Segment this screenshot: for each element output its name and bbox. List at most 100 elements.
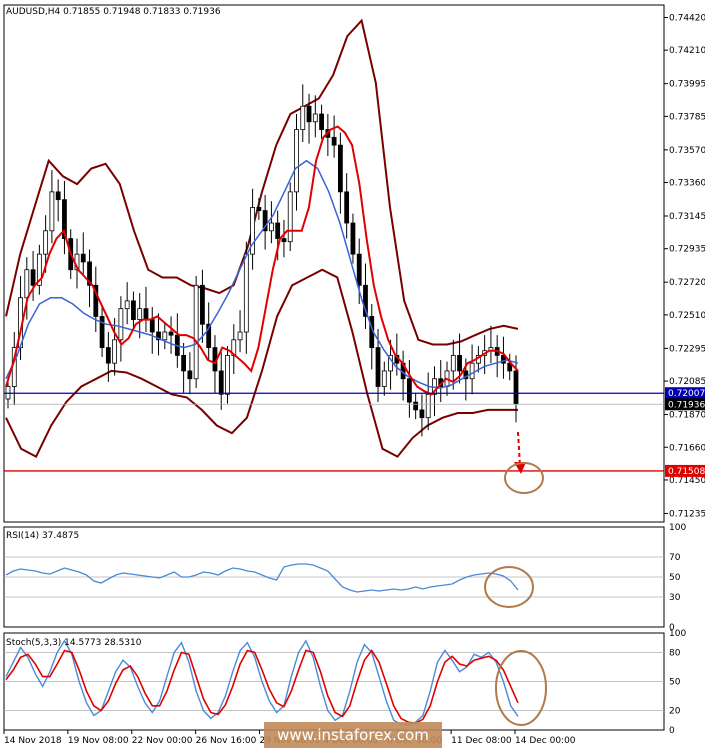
rsi-tick-label: 0	[669, 623, 675, 633]
price-tick-label: 0.71235	[669, 509, 705, 519]
candle-body	[43, 230, 49, 255]
candle-body	[419, 409, 425, 419]
time-tick-label: 14 Dec 00:00	[515, 736, 576, 746]
candle-body	[118, 308, 124, 341]
candle-body	[24, 269, 30, 299]
candle-body	[105, 347, 111, 364]
candle-body	[262, 210, 268, 232]
price-tick-label: 0.73785	[669, 112, 705, 122]
candle-body	[206, 323, 212, 348]
arrow-shaft	[517, 431, 521, 467]
candle-body	[187, 370, 193, 380]
candle-body	[413, 401, 419, 411]
target-circle	[504, 462, 544, 494]
candle-body	[356, 253, 362, 286]
candle-body	[513, 370, 519, 405]
candle-body	[306, 105, 312, 123]
watermark-box	[264, 722, 442, 748]
candle-body	[344, 191, 350, 224]
candle-body	[406, 378, 412, 403]
candle-body	[501, 354, 506, 364]
candle-body	[319, 113, 324, 130]
price-tick-label: 0.73570	[669, 146, 705, 156]
time-tick-label: 14 Nov 2018	[4, 736, 62, 746]
candle-body	[200, 284, 205, 325]
candle-body	[281, 238, 287, 243]
stoch-header: Stoch(5,3,3) 14.5773 28.5310	[6, 638, 142, 648]
candle-body	[162, 331, 168, 341]
price-label: 0.72007	[668, 389, 705, 399]
time-tick-label: 19 Nov 08:00	[68, 736, 129, 746]
time-tick-label: 22 Nov 00:00	[132, 736, 193, 746]
rsi-circle	[484, 566, 534, 608]
candle-body	[156, 331, 161, 341]
price-tick-label: 0.71870	[669, 411, 705, 421]
price-tick-label: 0.74210	[669, 46, 705, 56]
price-label-box	[665, 464, 705, 477]
candle-body	[243, 253, 249, 333]
stoch-circle	[495, 650, 547, 726]
price-label: 0.71936	[668, 400, 705, 410]
candle-body	[49, 191, 55, 232]
candle-body	[269, 222, 274, 232]
candle-body	[112, 339, 118, 364]
price-tick-label: 0.72935	[669, 245, 705, 255]
candle-body	[218, 370, 224, 395]
stoch-tick-label: 0	[669, 726, 675, 736]
candle-body	[137, 308, 143, 320]
candle-body	[256, 207, 262, 211]
candle-body	[450, 354, 456, 372]
rsi-tick-label: 50	[669, 573, 681, 583]
candle-body	[93, 284, 99, 317]
price-tick-label: 0.74420	[669, 13, 705, 23]
stoch-tick-label: 100	[669, 629, 686, 639]
watermark-text: www.instaforex.com	[277, 726, 429, 744]
candle-body	[300, 105, 306, 130]
candle-body	[381, 370, 387, 387]
candle-body	[225, 354, 230, 395]
candle-body	[237, 331, 243, 341]
rsi-line	[5, 563, 519, 593]
price-tick-label: 0.73995	[669, 80, 705, 90]
rsi-tick-label: 100	[669, 523, 686, 533]
candle-body	[337, 144, 343, 193]
chart-header: AUDUSD,H4 0.71855 0.71948 0.71833 0.7193…	[6, 7, 221, 17]
price-tick-label: 0.72720	[669, 278, 705, 288]
price-tick-label: 0.72085	[669, 377, 705, 387]
price-pane	[3, 4, 665, 523]
candle-body	[350, 222, 356, 255]
candle-body	[425, 393, 431, 419]
candle-body	[131, 300, 136, 320]
price-label-box	[665, 398, 705, 411]
candle-body	[55, 191, 61, 201]
stoch-d-line	[5, 649, 519, 725]
candle-body	[80, 253, 86, 263]
price-label: 0.71508	[668, 467, 705, 477]
candle-body	[143, 308, 149, 320]
candle-body	[30, 269, 36, 286]
price-tick-label: 0.71660	[669, 443, 705, 453]
stoch-tick-label: 80	[669, 648, 681, 658]
rsi-tick-label: 70	[669, 553, 681, 563]
stoch-tick-label: 20	[669, 707, 681, 717]
price-tick-label: 0.73145	[669, 212, 705, 222]
time-tick-label: 11 Dec 08:00	[451, 736, 512, 746]
stoch-tick-label: 50	[669, 678, 681, 688]
candle-body	[168, 331, 174, 336]
candle-body	[99, 316, 105, 348]
stoch-k-line	[5, 639, 519, 726]
candle-body	[36, 253, 42, 286]
bollinger-upper	[5, 18, 519, 346]
candle-body	[469, 362, 475, 380]
price-tick-label: 0.71450	[669, 476, 705, 486]
time-tick-label: 26 Nov 16:00	[196, 736, 257, 746]
candle-body	[294, 129, 299, 193]
candle-body	[250, 207, 255, 255]
price-tick-label: 0.72295	[669, 344, 705, 354]
rsi-header: RSI(14) 37.4875	[6, 531, 79, 541]
candle-body	[457, 354, 462, 372]
candle-body	[181, 354, 187, 372]
price-tick-label: 0.73360	[669, 179, 705, 189]
